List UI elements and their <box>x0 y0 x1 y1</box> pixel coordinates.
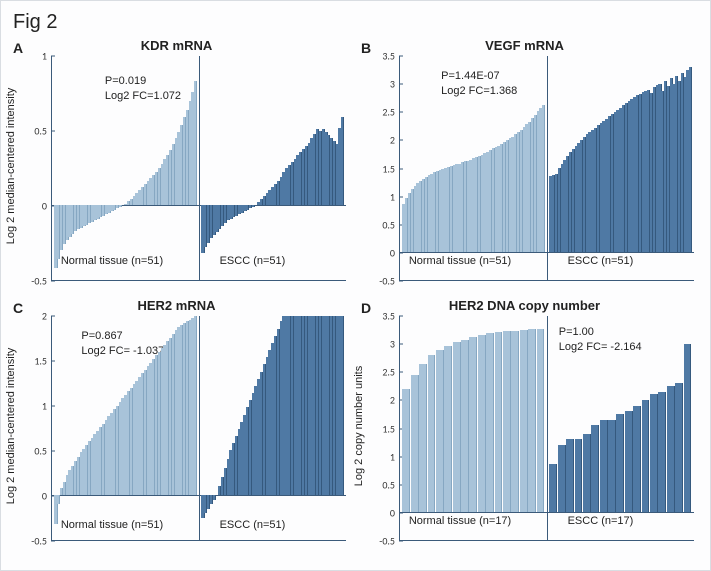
bar <box>119 205 122 206</box>
y-tick-label: 3 <box>369 338 395 351</box>
plot-area: P=1.44E-07Log2 FC=1.368Normal tissue (n=… <box>399 56 694 281</box>
y-tick-label: 0 <box>21 490 47 503</box>
bar <box>469 337 477 512</box>
bars-layer <box>52 316 346 540</box>
bar <box>436 350 444 512</box>
y-tick-label: -0.5 <box>369 275 395 288</box>
y-tick-label: 1 <box>369 190 395 203</box>
plot-area: P=0.019Log2 FC=1.072Normal tissue (n=51)… <box>51 56 346 281</box>
bar <box>453 342 461 512</box>
plot-area: P=1.00Log2 FC= -2.164Normal tissue (n=17… <box>399 316 694 541</box>
y-axis-label: Log 2 copy number units <box>353 365 365 485</box>
bar <box>252 205 255 206</box>
bar <box>411 375 419 512</box>
y-tick-label: 1 <box>21 400 47 413</box>
bar <box>658 392 666 512</box>
y-tick-label: 0 <box>21 199 47 212</box>
bar <box>684 344 692 512</box>
y-tick-label: 0.5 <box>369 218 395 231</box>
figure-label: Fig 2 <box>13 11 702 34</box>
bar <box>402 389 410 512</box>
bar <box>566 439 574 512</box>
panel-title: VEGF mRNA <box>357 38 692 53</box>
bar <box>549 464 557 512</box>
bar <box>667 386 675 512</box>
y-axis-label: Log 2 median-centered intensity <box>5 87 17 244</box>
y-axis-label: Log 2 median-centered intensity <box>5 347 17 504</box>
y-tick-label: -0.5 <box>369 535 395 548</box>
y-tick-label: -0.5 <box>21 535 47 548</box>
bar <box>591 425 599 512</box>
bar <box>511 331 519 512</box>
y-ticks: -0.500.511.522.533.5 <box>375 316 397 541</box>
bar <box>57 495 60 504</box>
panel-title: HER2 DNA copy number <box>357 298 692 313</box>
bar <box>341 316 344 495</box>
bar <box>419 364 427 512</box>
bar <box>583 434 591 512</box>
y-tick-label: 1.5 <box>21 355 47 368</box>
figure-wrapper: Fig 2 AKDR mRNALog 2 median-centered int… <box>0 0 711 571</box>
panel-b: BVEGF mRNA-0.500.511.522.533.5P=1.44E-07… <box>357 38 702 293</box>
y-tick-label: 1.5 <box>369 422 395 435</box>
y-tick-label: 0.5 <box>369 478 395 491</box>
panel-title: HER2 mRNA <box>9 298 344 313</box>
y-tick-label: 2 <box>21 310 47 323</box>
bar <box>520 330 528 512</box>
bar <box>608 420 616 512</box>
bar <box>461 340 469 512</box>
bar <box>444 346 452 512</box>
y-tick-label: 0 <box>369 246 395 259</box>
bar <box>428 355 436 512</box>
y-tick-label: -0.5 <box>21 275 47 288</box>
bar <box>625 411 633 512</box>
bar <box>600 420 608 512</box>
bar <box>558 445 566 512</box>
bar <box>650 394 658 512</box>
bar <box>616 414 624 512</box>
bar <box>495 332 503 512</box>
bar <box>503 331 511 512</box>
y-tick-label: 3.5 <box>369 310 395 323</box>
y-tick-label: 1.5 <box>369 162 395 175</box>
y-tick-label: 2.5 <box>369 106 395 119</box>
y-ticks: -0.500.511.522.533.5 <box>375 56 397 281</box>
y-tick-label: 1 <box>369 450 395 463</box>
y-tick-label: 2 <box>369 134 395 147</box>
y-tick-label: 0.5 <box>21 445 47 458</box>
bars-layer <box>52 56 346 280</box>
panel-title: KDR mRNA <box>9 38 344 53</box>
bars-layer <box>400 56 694 280</box>
bar <box>478 335 486 512</box>
bar <box>642 400 650 512</box>
y-tick-label: 0.5 <box>21 124 47 137</box>
y-tick-label: 3.5 <box>369 50 395 63</box>
y-tick-label: 2.5 <box>369 366 395 379</box>
bar <box>537 329 545 512</box>
bar <box>486 333 494 512</box>
bar <box>542 105 545 252</box>
y-tick-label: 0 <box>369 506 395 519</box>
bar <box>689 67 692 252</box>
bar <box>633 406 641 512</box>
y-tick-label: 3 <box>369 78 395 91</box>
bars-layer <box>400 316 694 540</box>
bar <box>194 316 197 495</box>
y-tick-label: 2 <box>369 394 395 407</box>
bar <box>575 439 583 512</box>
panel-grid: AKDR mRNALog 2 median-centered intensity… <box>9 38 702 558</box>
bar <box>341 117 344 205</box>
y-tick-label: 1 <box>21 50 47 63</box>
panel-d: DHER2 DNA copy numberLog 2 copy number u… <box>357 298 702 553</box>
plot-area: P=0.867Log2 FC= -1.037Normal tissue (n=5… <box>51 316 346 541</box>
bar <box>528 329 536 512</box>
panel-a: AKDR mRNALog 2 median-centered intensity… <box>9 38 354 293</box>
bar <box>675 383 683 512</box>
bar <box>194 81 197 205</box>
y-ticks: -0.500.511.52 <box>27 316 49 541</box>
y-ticks: -0.500.51 <box>27 56 49 281</box>
panel-c: CHER2 mRNALog 2 median-centered intensit… <box>9 298 354 553</box>
bar <box>213 495 216 499</box>
